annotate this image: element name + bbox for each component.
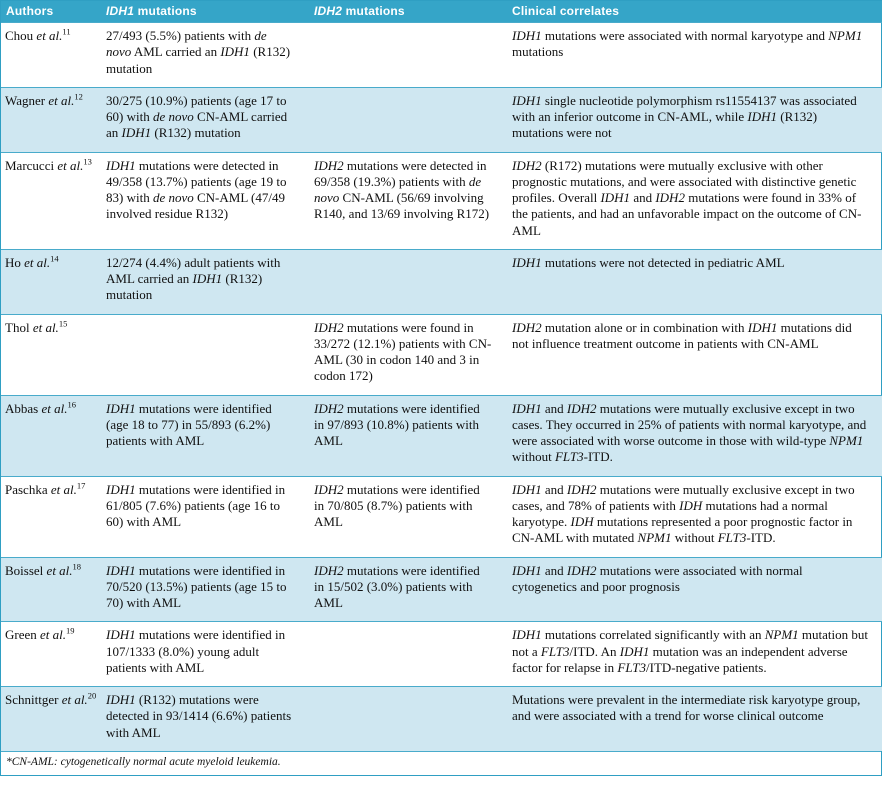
clinical-correlates-cell: IDH1 mutations correlated significantly …	[507, 621, 882, 687]
table-row: Wagner et al.12 30/275 (10.9%) patients …	[1, 86, 882, 152]
idh-mutations-table: Authors IDH1 mutations IDH2 mutations Cl…	[1, 1, 882, 751]
idh2-mutations-cell	[309, 621, 507, 687]
table-body: Chou et al.11 27/493 (5.5%) patients wit…	[1, 22, 882, 751]
clinical-correlates-cell: IDH1 mutations were not detected in pedi…	[507, 248, 882, 314]
table-row: Green et al.19 IDH1 mutations were ident…	[1, 621, 882, 687]
table-row: Paschka et al.17 IDH1 mutations were ide…	[1, 475, 882, 557]
clinical-correlates-cell: IDH1 and IDH2 mutations were associated …	[507, 556, 882, 622]
column-header-idh2-mutations: IDH2 mutations	[309, 1, 507, 23]
idh1-mutations-cell: IDH1 mutations were identified in 107/13…	[101, 621, 309, 687]
table-row: Ho et al.14 12/274 (4.4%) adult patients…	[1, 248, 882, 314]
clinical-correlates-cell: IDH1 single nucleotide polymorphism rs11…	[507, 86, 882, 152]
clinical-correlates-cell: IDH1 mutations were associated with norm…	[507, 22, 882, 88]
idh2-mutations-cell: IDH2 mutations were found in 33/272 (12.…	[309, 313, 507, 395]
idh1-mutations-cell: IDH1 mutations were identified in 61/805…	[101, 475, 309, 557]
idh2-mutations-cell: IDH2 mutations were identified in 97/893…	[309, 394, 507, 476]
idh2-mutations-cell	[309, 86, 507, 152]
table-row: Marcucci et al.13 IDH1 mutations were de…	[1, 151, 882, 250]
table-row: Boissel et al.18 IDH1 mutations were ide…	[1, 556, 882, 622]
author-cell: Abbas et al.16	[1, 394, 101, 476]
author-cell: Green et al.19	[1, 621, 101, 687]
idh1-mutations-cell: IDH1 mutations were detected in 49/358 (…	[101, 151, 309, 250]
idh1-mutations-cell: IDH1 (R132) mutations were detected in 9…	[101, 685, 309, 751]
header-row: Authors IDH1 mutations IDH2 mutations Cl…	[1, 1, 882, 23]
idh1-mutations-cell	[101, 313, 309, 395]
author-cell: Ho et al.14	[1, 248, 101, 314]
idh2-mutations-cell: IDH2 mutations were identified in 15/502…	[309, 556, 507, 622]
clinical-correlates-cell: Mutations were prevalent in the intermed…	[507, 685, 882, 751]
clinical-correlates-cell: IDH2 mutation alone or in combination wi…	[507, 313, 882, 395]
author-cell: Thol et al.15	[1, 313, 101, 395]
author-cell: Chou et al.11	[1, 22, 101, 88]
table-row: Chou et al.11 27/493 (5.5%) patients wit…	[1, 22, 882, 88]
idh1-mutations-cell: 27/493 (5.5%) patients with de novo AML …	[101, 22, 309, 88]
footnote: *CN-AML: cytogenetically normal acute my…	[1, 750, 881, 775]
clinical-correlates-cell: IDH1 and IDH2 mutations were mutually ex…	[507, 394, 882, 476]
idh2-mutations-cell	[309, 685, 507, 751]
idh2-mutations-cell	[309, 22, 507, 88]
author-cell: Paschka et al.17	[1, 475, 101, 557]
idh1-mutations-cell: IDH1 mutations were identified (age 18 t…	[101, 394, 309, 476]
table-row: Schnittger et al.20 IDH1 (R132) mutation…	[1, 685, 882, 751]
idh2-mutations-cell	[309, 248, 507, 314]
clinical-correlates-cell: IDH2 (R172) mutations were mutually excl…	[507, 151, 882, 250]
column-header-clinical-correlates: Clinical correlates	[507, 1, 882, 23]
author-cell: Boissel et al.18	[1, 556, 101, 622]
idh1-mutations-cell: IDH1 mutations were identified in 70/520…	[101, 556, 309, 622]
author-cell: Marcucci et al.13	[1, 151, 101, 250]
author-cell: Schnittger et al.20	[1, 685, 101, 751]
idh2-mutations-cell: IDH2 mutations were detected in 69/358 (…	[309, 151, 507, 250]
clinical-correlates-cell: IDH1 and IDH2 mutations were mutually ex…	[507, 475, 882, 557]
table-row: Thol et al.15 IDH2 mutations were found …	[1, 313, 882, 395]
table-row: Abbas et al.16 IDH1 mutations were ident…	[1, 394, 882, 476]
author-cell: Wagner et al.12	[1, 86, 101, 152]
idh2-mutations-cell: IDH2 mutations were identified in 70/805…	[309, 475, 507, 557]
idh1-mutations-cell: 30/275 (10.9%) patients (age 17 to 60) w…	[101, 86, 309, 152]
idh1-mutations-cell: 12/274 (4.4%) adult patients with AML ca…	[101, 248, 309, 314]
column-header-idh1-mutations: IDH1 mutations	[101, 1, 309, 23]
column-header-authors: Authors	[1, 1, 101, 23]
